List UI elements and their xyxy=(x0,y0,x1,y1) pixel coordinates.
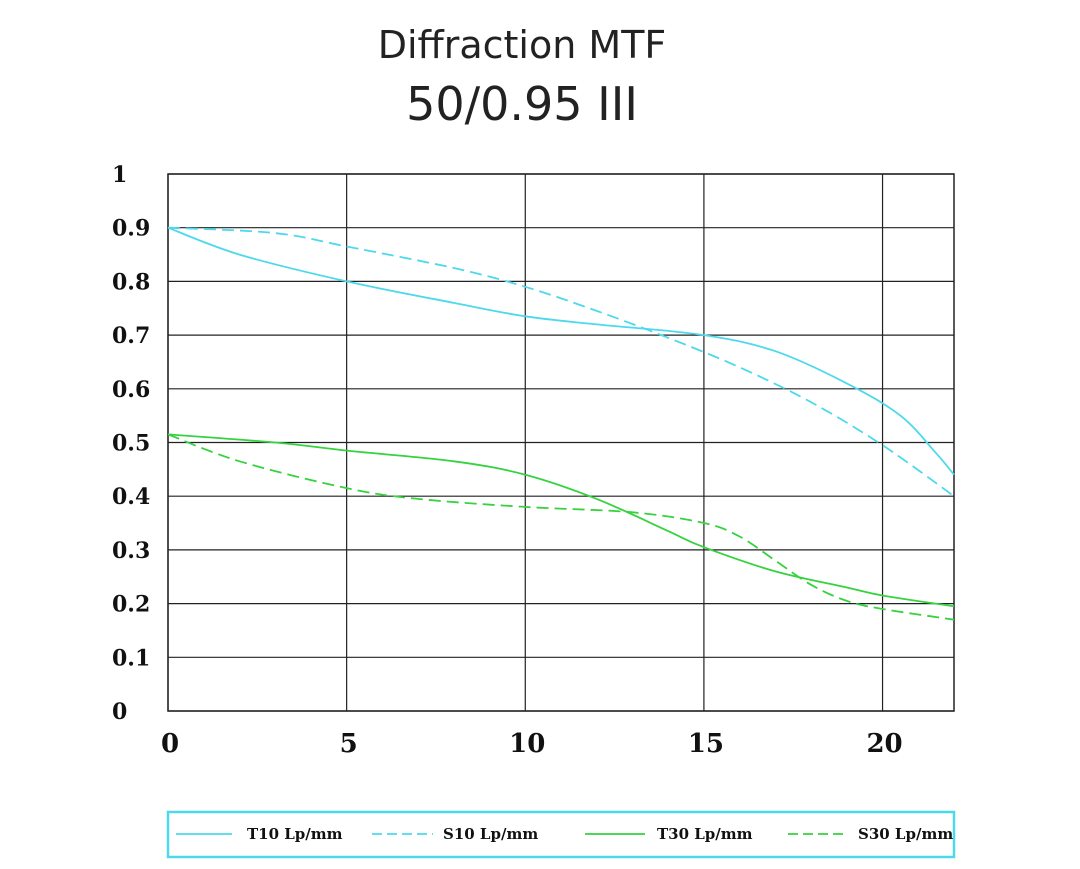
series-line-t30 xyxy=(167,433,955,608)
y-tick-label: 0.6 xyxy=(112,377,150,403)
y-tick-label: 0.2 xyxy=(112,592,150,618)
grid xyxy=(167,173,954,712)
plot-frame xyxy=(167,173,955,712)
series-line-s30 xyxy=(167,433,955,621)
y-tick-label: 0.9 xyxy=(112,216,150,242)
x-axis-ticks: 0 5 10 15 20 xyxy=(161,729,903,759)
y-axis-ticks: 0 0.1 0.2 0.3 0.4 0.5 0.6 0.7 0.8 0.9 1 xyxy=(112,162,150,725)
y-tick-label: 0.7 xyxy=(112,323,150,349)
chart-subtitle: 50/0.95 III xyxy=(406,77,638,131)
legend-label: S30 Lp/mm xyxy=(858,825,953,843)
y-tick-label: 0.3 xyxy=(112,538,150,564)
x-tick-label: 10 xyxy=(509,729,545,759)
legend-label: T30 Lp/mm xyxy=(657,825,753,843)
chart-title: Diffraction MTF xyxy=(378,23,667,67)
y-tick-label: 0.8 xyxy=(112,269,150,295)
legend-label: S10 Lp/mm xyxy=(443,825,538,843)
x-tick-label: 20 xyxy=(866,729,902,759)
y-tick-label: 0.5 xyxy=(112,431,150,457)
y-tick-label: 1 xyxy=(112,162,127,188)
series-line-s10 xyxy=(167,226,955,497)
legend-label: T10 Lp/mm xyxy=(247,825,343,843)
legend: T10 Lp/mm S10 Lp/mm T30 Lp/mm S30 Lp/mm xyxy=(166,810,956,859)
y-tick-label: 0 xyxy=(112,699,127,725)
x-tick-label: 15 xyxy=(688,729,724,759)
x-tick-label: 0 xyxy=(161,729,179,759)
series-lines xyxy=(167,226,955,621)
x-tick-label: 5 xyxy=(340,729,358,759)
y-tick-label: 0.4 xyxy=(112,484,150,510)
series-line-t10 xyxy=(167,226,955,476)
y-tick-label: 0.1 xyxy=(112,645,150,671)
